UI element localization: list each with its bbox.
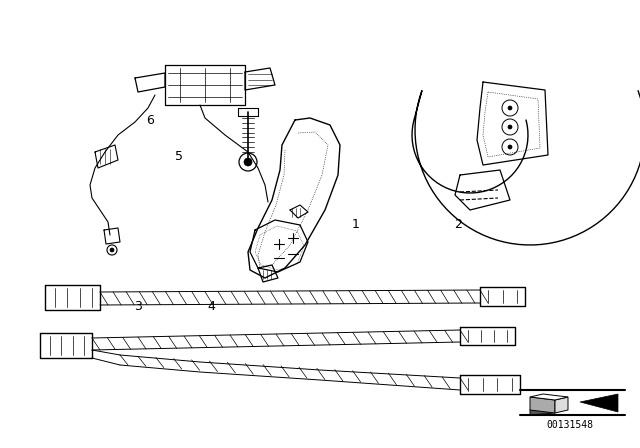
Text: 1: 1: [351, 217, 359, 231]
Text: 00131548: 00131548: [547, 420, 593, 430]
Circle shape: [110, 248, 114, 252]
Text: 4: 4: [207, 300, 215, 314]
Text: 6: 6: [147, 114, 154, 128]
Text: 5: 5: [175, 150, 183, 164]
Text: 2: 2: [454, 217, 461, 231]
Polygon shape: [530, 407, 555, 415]
Polygon shape: [580, 394, 618, 412]
Circle shape: [508, 145, 512, 149]
Polygon shape: [530, 394, 568, 400]
Circle shape: [244, 158, 252, 166]
Text: 3: 3: [134, 300, 141, 314]
Circle shape: [508, 106, 512, 110]
Polygon shape: [530, 397, 555, 413]
Polygon shape: [555, 397, 568, 413]
Circle shape: [508, 125, 512, 129]
